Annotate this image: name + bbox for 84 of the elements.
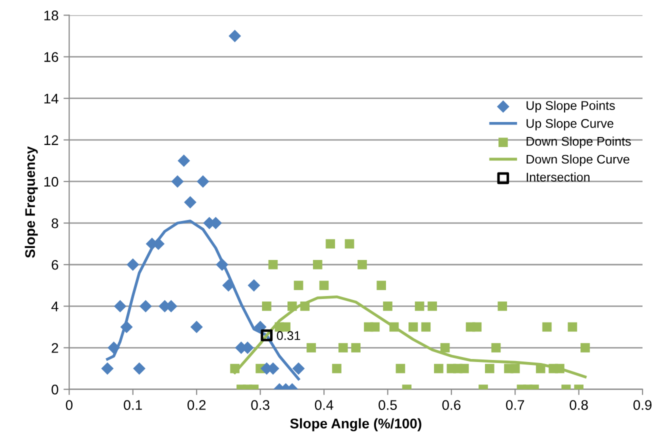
point [248,279,260,292]
y-tick-label: 8 [52,218,58,228]
point [542,322,552,332]
point [230,364,240,374]
point [171,175,184,188]
point [262,302,272,311]
x-tick-label: 0.6 [442,400,460,410]
legend-label: Up Slope Curve [526,118,614,130]
point [580,343,590,352]
point [484,364,494,374]
point [281,322,290,332]
point [300,302,310,311]
point [568,322,578,332]
point [260,329,273,342]
x-tick-label: 0.7 [506,400,524,410]
y-tick-label: 0 [52,384,58,394]
x-tick-label: 0.2 [187,400,206,410]
x-axis-title: Slope Angle (%/100) [290,418,422,432]
point [126,258,140,271]
point [555,364,564,374]
point [108,342,120,354]
point [459,364,469,374]
point [498,302,508,311]
point [139,300,152,312]
point [536,364,546,374]
x-tick-label: 0.1 [124,400,142,410]
point [383,302,392,311]
point [101,362,114,375]
y-tick-label: 10 [44,176,58,187]
point [491,343,501,352]
point [344,239,354,248]
point [510,364,520,374]
y-tick-label: 4 [51,302,58,312]
x-tick-label: 0.5 [378,400,397,410]
point [312,260,322,270]
point [414,302,424,311]
point [338,343,348,352]
point [268,260,278,270]
x-tick-label: 0 [66,400,73,410]
annotation: 0.31 [276,331,300,340]
y-tick-label: 16 [44,52,58,62]
point [306,343,316,352]
point [178,154,190,167]
point [228,30,242,42]
point [196,175,210,188]
point [351,343,361,352]
point [428,302,437,311]
point [326,239,336,248]
point [408,322,418,332]
point [332,364,342,374]
x-tick-label: 0.4 [314,400,334,410]
y-tick-label: 12 [44,135,58,145]
point [190,320,203,334]
point [319,280,329,290]
point [389,322,399,332]
y-tick-label: 6 [52,260,58,270]
point [370,322,380,332]
point [216,258,228,271]
y-tick-label: 18 [44,10,58,20]
point [120,320,133,334]
point [434,364,444,374]
y-tick-label: 2 [52,343,58,353]
legend-label: Down Slope Curve [526,154,630,166]
point [294,280,304,290]
y-axis-title: Slope Frequency [24,146,38,258]
x-tick-label: 0.9 [633,400,652,410]
point [288,302,297,311]
legend-label: Down Slope Points [526,136,631,148]
point [472,322,482,332]
x-tick-label: 0.3 [251,400,270,410]
point [184,196,196,208]
point [114,300,126,312]
point [440,343,450,352]
point [133,362,146,375]
point [421,322,431,332]
x-tick-label: 0.8 [570,400,588,410]
legend-label: Intersection [526,172,590,182]
y-tick-label: 14 [44,94,58,104]
point [376,280,386,290]
point [358,260,367,270]
point [222,279,235,292]
point [292,362,305,375]
point [396,364,406,374]
legend-label: Up Slope Points [526,100,615,112]
